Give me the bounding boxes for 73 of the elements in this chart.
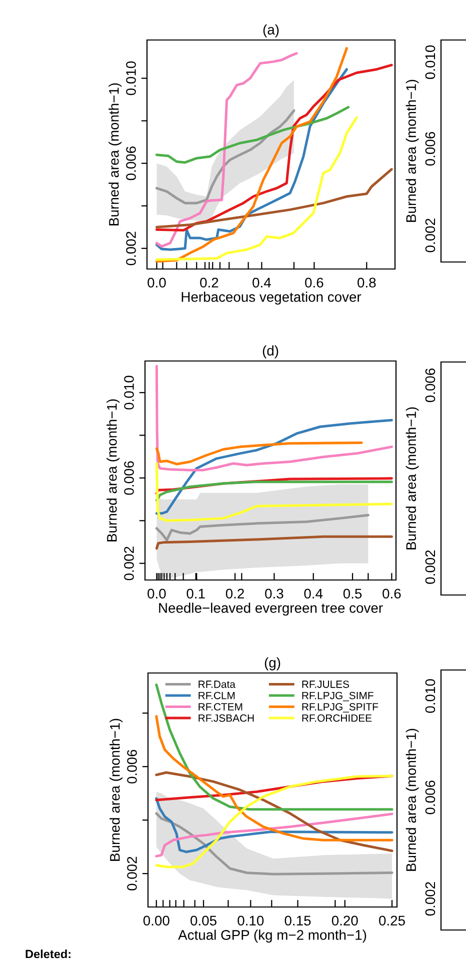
line-series xyxy=(155,442,363,466)
legend-label: RF.JULES xyxy=(302,680,349,688)
text: 0.006 xyxy=(425,132,436,166)
line-series xyxy=(155,364,393,472)
legend-label: RF.CTEM xyxy=(198,703,242,710)
y-tick-label: 0.006 xyxy=(127,750,137,784)
y-axis-title: Burned area (month−1) xyxy=(108,83,122,226)
text: 0.010 xyxy=(425,45,436,80)
legend-label: RF.Data xyxy=(198,680,236,688)
y-axis-title: Burned area (month−1) xyxy=(106,399,120,542)
text: 0.002 xyxy=(425,218,436,252)
line-series xyxy=(155,715,394,842)
text: 0.006 xyxy=(425,780,436,814)
line-series xyxy=(155,514,370,542)
line-series xyxy=(155,168,393,228)
line-series xyxy=(155,480,393,502)
y-tick-label: 0.002 xyxy=(124,546,134,580)
chart-title: (g) xyxy=(264,657,280,670)
x-tick-label: 0.15 xyxy=(284,916,311,926)
x-tick-label: 0.0 xyxy=(148,588,166,599)
x-tick-label: 0.00 xyxy=(143,916,170,926)
x-axis-title: Needle−leaved evergreen tree cover xyxy=(159,602,383,616)
y-tick-label: 0.002 xyxy=(127,856,137,890)
x-tick-label: 0.2 xyxy=(226,588,244,599)
x-tick-label: 0.4 xyxy=(252,278,271,288)
line-series xyxy=(155,418,393,515)
x-tick-label: 0.05 xyxy=(190,916,216,926)
line-series xyxy=(155,462,393,522)
x-tick-label: 0.0 xyxy=(148,278,166,288)
x-tick-label: 0.4 xyxy=(304,588,323,599)
legend-label: RF.LPJG_SIMF xyxy=(302,692,374,702)
line-series xyxy=(155,812,394,876)
x-tick-label: 0.2 xyxy=(200,278,218,288)
text: Burned area (month−1) xyxy=(406,80,419,222)
text: Burned area (month−1) xyxy=(406,407,419,550)
line-series xyxy=(155,116,358,261)
x-tick-label: 0.25 xyxy=(379,916,405,926)
line-series xyxy=(155,52,298,248)
y-tick-label: 0.006 xyxy=(124,461,134,495)
x-axis-title: Herbaceous vegetation cover xyxy=(182,292,362,305)
x-tick-label: 0.5 xyxy=(343,588,362,599)
line-series xyxy=(155,106,350,164)
y-tick-label: 0.010 xyxy=(126,61,136,96)
legend-label: RF.LPJG_SPITF xyxy=(302,703,378,712)
text: 0.010 xyxy=(425,679,436,713)
line-series xyxy=(155,812,394,858)
line-series xyxy=(155,47,348,263)
y-tick-label: 0.002 xyxy=(126,232,136,266)
y-tick-label: 0.006 xyxy=(126,146,136,180)
line-series xyxy=(155,109,296,204)
text: 0.002 xyxy=(425,550,436,584)
chart-title: (d) xyxy=(262,345,278,358)
x-tick-label: 0.3 xyxy=(265,588,284,599)
y-tick-label: 0.010 xyxy=(124,376,134,410)
x-tick-label: 0.6 xyxy=(305,278,324,288)
x-axis-title: Actual GPP (kg m−2 month−1) xyxy=(178,930,366,943)
text: 0.002 xyxy=(425,882,436,916)
line-series xyxy=(155,797,394,854)
text: 0.006 xyxy=(425,368,436,402)
x-tick-label: 0.8 xyxy=(358,278,376,288)
chart-title: (a) xyxy=(263,24,279,38)
text: Deleted: xyxy=(26,949,70,958)
line-series xyxy=(155,774,394,868)
legend-label: RF.ORCHIDEE xyxy=(302,714,372,722)
line-series xyxy=(155,535,393,550)
text: Burned area (month−1) xyxy=(406,728,419,871)
y-axis-title: Burned area (month−1) xyxy=(110,718,123,861)
legend-label: RF.JSBACH xyxy=(198,714,254,722)
x-tick-label: 0.10 xyxy=(238,916,264,926)
legend-label: RF.CLM xyxy=(198,692,235,700)
x-tick-label: 0.1 xyxy=(186,588,205,599)
x-tick-label: 0.6 xyxy=(382,588,401,599)
x-tick-label: 0.20 xyxy=(332,916,358,926)
